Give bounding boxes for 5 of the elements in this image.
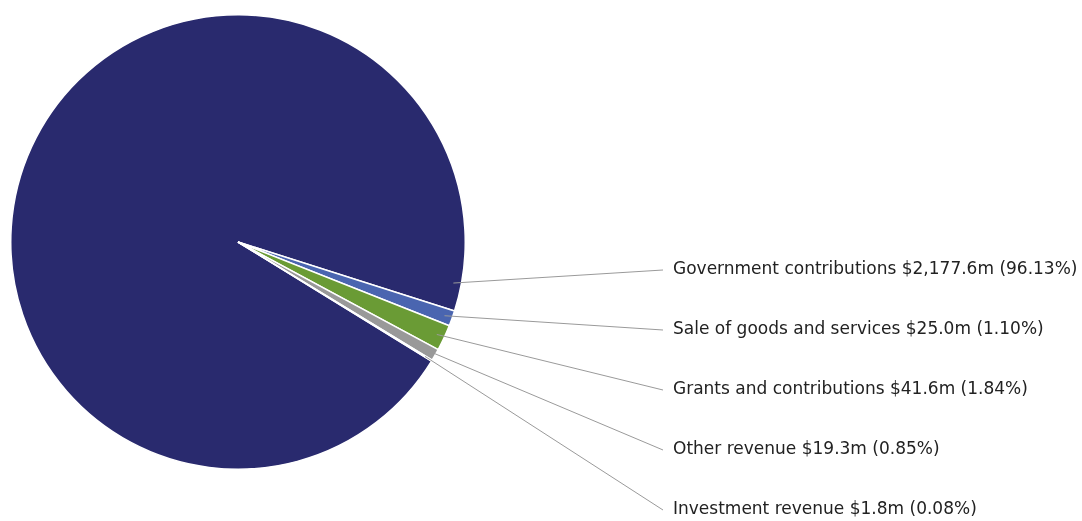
slice-label: Grants and contributions $41.6m (1.84%) xyxy=(673,378,1028,399)
slice-label: Investment revenue $1.8m (0.08%) xyxy=(673,498,977,519)
slice-label: Government contributions $2,177.6m (96.13%) xyxy=(673,258,1078,279)
slice-label: Sale of goods and services $25.0m (1.10%) xyxy=(673,318,1044,339)
slice-label: Other revenue $19.3m (0.85%) xyxy=(673,438,940,459)
